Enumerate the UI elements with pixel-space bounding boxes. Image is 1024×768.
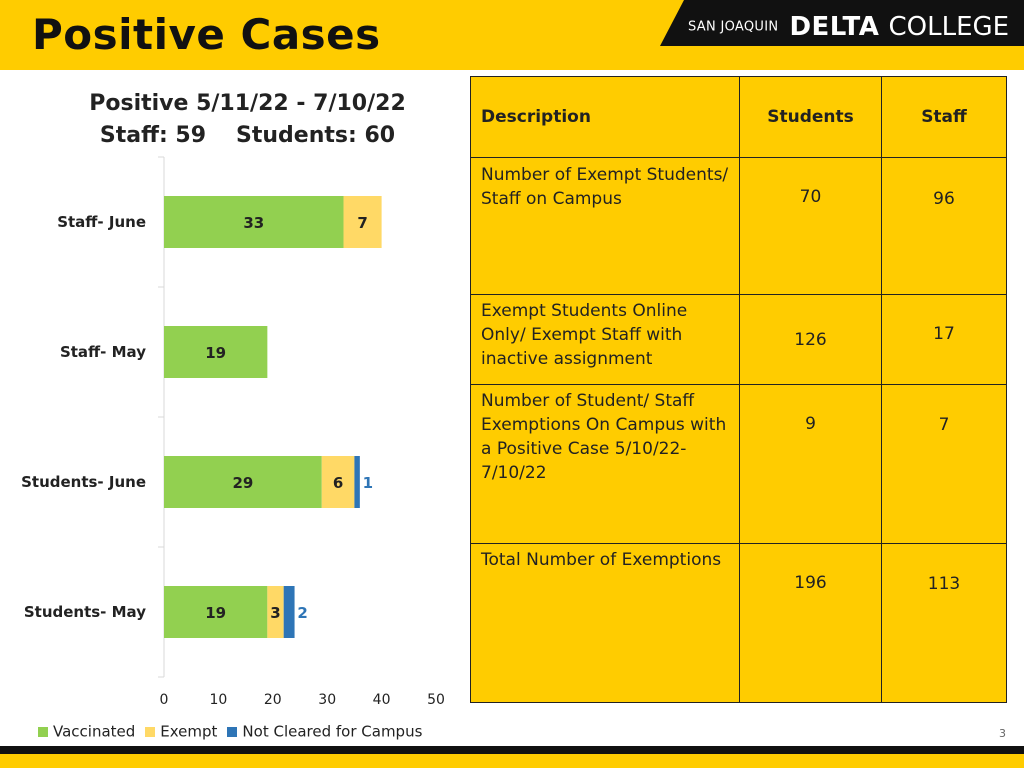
header-staff: Staff [881, 76, 1007, 158]
x-tick-label: 0 [160, 692, 169, 708]
logo-text-small: SAN JOAQUIN [688, 19, 779, 35]
chart-title-line1: Positive 5/11/22 - 7/10/22 [89, 91, 406, 116]
data-label: 3 [270, 604, 280, 622]
data-label: 1 [363, 474, 373, 492]
row-staff-value: 7 [881, 384, 1007, 544]
logo-band-accent [648, 46, 1024, 70]
data-label: 33 [243, 214, 264, 232]
data-label: 2 [297, 604, 307, 622]
chart-title-line2: Staff: 59 Students: 60 [40, 120, 455, 152]
data-label: 6 [333, 474, 343, 492]
row-students-value: 70 [739, 157, 882, 295]
bar-segment [354, 456, 360, 508]
category-label: Students- May [24, 603, 146, 621]
bar-chart: Staff- June 33 7 Staff- May 19 Students- June… [21, 156, 445, 708]
row-description: Number of Exempt Students/ Staff on Camp… [470, 157, 740, 295]
category-label: Students- June [21, 473, 146, 491]
row-description: Exempt Students Online Only/ Exempt Staf… [470, 294, 740, 385]
x-tick-label: 20 [264, 692, 282, 708]
table-row: Number of Exempt Students/ Staff on Camp… [470, 157, 1007, 295]
row-staff-value: 96 [881, 157, 1007, 295]
logo-text-college: COLLEGE [888, 12, 1010, 42]
chart-legend: Vaccinated Exempt Not Cleared for Campus [38, 722, 432, 741]
bar-segment [164, 456, 322, 508]
legend-swatch [145, 726, 156, 737]
chart-title-students: Students: 60 [236, 123, 396, 148]
bar-segment [164, 326, 268, 378]
category-label: Staff- June [57, 213, 146, 231]
legend-label: Not Cleared for Campus [242, 722, 423, 741]
row-staff-value: 17 [881, 294, 1007, 385]
bar-segment [267, 586, 284, 638]
legend-swatch [38, 726, 48, 737]
logo-band [660, 0, 1024, 46]
bar-segment [343, 196, 382, 248]
legend-swatch [227, 726, 238, 737]
row-students-value: 9 [739, 384, 882, 544]
footer-bar-gold [0, 754, 1024, 768]
college-logo: SAN JOAQUIN DELTA COLLEGE [688, 12, 1009, 42]
table-row: Exempt Students Online Only/ Exempt Staf… [470, 294, 1007, 385]
x-tick-label: 40 [373, 692, 391, 708]
legend-item: Exempt [145, 722, 217, 741]
row-students-value: 126 [739, 294, 882, 385]
bar-segment [321, 456, 355, 508]
bar-segment [164, 586, 268, 638]
page-number: 3 [999, 727, 1006, 740]
row-students-value: 196 [739, 543, 882, 703]
table-row: Number of Student/ Staff Exemptions On C… [470, 384, 1007, 544]
chart-title: Positive 5/11/22 - 7/10/22 Staff: 59 Stud… [40, 88, 455, 152]
bar-segment [283, 586, 295, 638]
chart-title-staff: Staff: 59 [99, 123, 207, 148]
category-label: Staff- May [60, 343, 146, 361]
header-students: Students [739, 76, 882, 158]
row-description: Total Number of Exemptions [470, 543, 740, 703]
table-header-row: Description Students Staff [470, 76, 1007, 158]
legend-label: Vaccinated [53, 722, 136, 741]
legend-item: Vaccinated [38, 722, 135, 741]
x-tick-label: 10 [209, 692, 227, 708]
logo-text-delta: DELTA [789, 12, 880, 42]
data-label: 19 [205, 604, 226, 622]
legend-label: Exempt [160, 722, 218, 741]
header-description: Description [470, 76, 740, 158]
page-title: Positive Cases [32, 10, 381, 59]
data-label: 19 [205, 344, 226, 362]
legend-item: Not Cleared for Campus [227, 722, 422, 741]
bar-segment [164, 196, 344, 248]
footer-bar-black [0, 746, 1024, 754]
row-staff-value: 113 [881, 543, 1007, 703]
x-tick-label: 50 [427, 692, 445, 708]
data-label: 29 [232, 474, 253, 492]
x-tick-label: 30 [318, 692, 336, 708]
table-row: Total Number of Exemptions 196 113 [470, 543, 1007, 703]
data-label: 7 [357, 214, 367, 232]
exemptions-table: Description Students Staff Number of Exe… [470, 76, 1007, 703]
row-description: Number of Student/ Staff Exemptions On C… [470, 384, 740, 544]
